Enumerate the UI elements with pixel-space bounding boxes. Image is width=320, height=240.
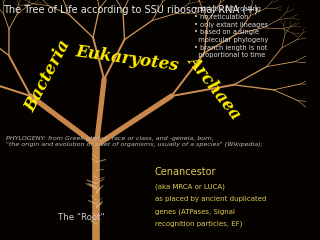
Text: • strictly bifurcating
• no reticulation
• only extant lineages
• based on a sin: • strictly bifurcating • no reticulation… (195, 6, 269, 59)
Text: PHYLOGENY: from Greek phylon, race or class, and -geneia, born,
"the origin and : PHYLOGENY: from Greek phylon, race or cl… (6, 136, 263, 147)
Text: Archaea: Archaea (184, 52, 244, 123)
Text: genes (ATPases, Signal: genes (ATPases, Signal (155, 208, 235, 215)
Text: Bacteria: Bacteria (21, 37, 74, 114)
Text: as placed by ancient duplicated: as placed by ancient duplicated (155, 196, 266, 202)
Text: The Tree of Life according to SSU ribosomal RNA (+): The Tree of Life according to SSU riboso… (3, 5, 258, 15)
Text: Eukaryotes: Eukaryotes (74, 43, 180, 74)
Text: recognition particles, EF): recognition particles, EF) (155, 221, 242, 227)
Text: (aka MRCA or LUCA): (aka MRCA or LUCA) (155, 183, 225, 190)
Text: The "Root": The "Root" (58, 213, 105, 222)
Text: Cenancestor: Cenancestor (155, 167, 216, 177)
